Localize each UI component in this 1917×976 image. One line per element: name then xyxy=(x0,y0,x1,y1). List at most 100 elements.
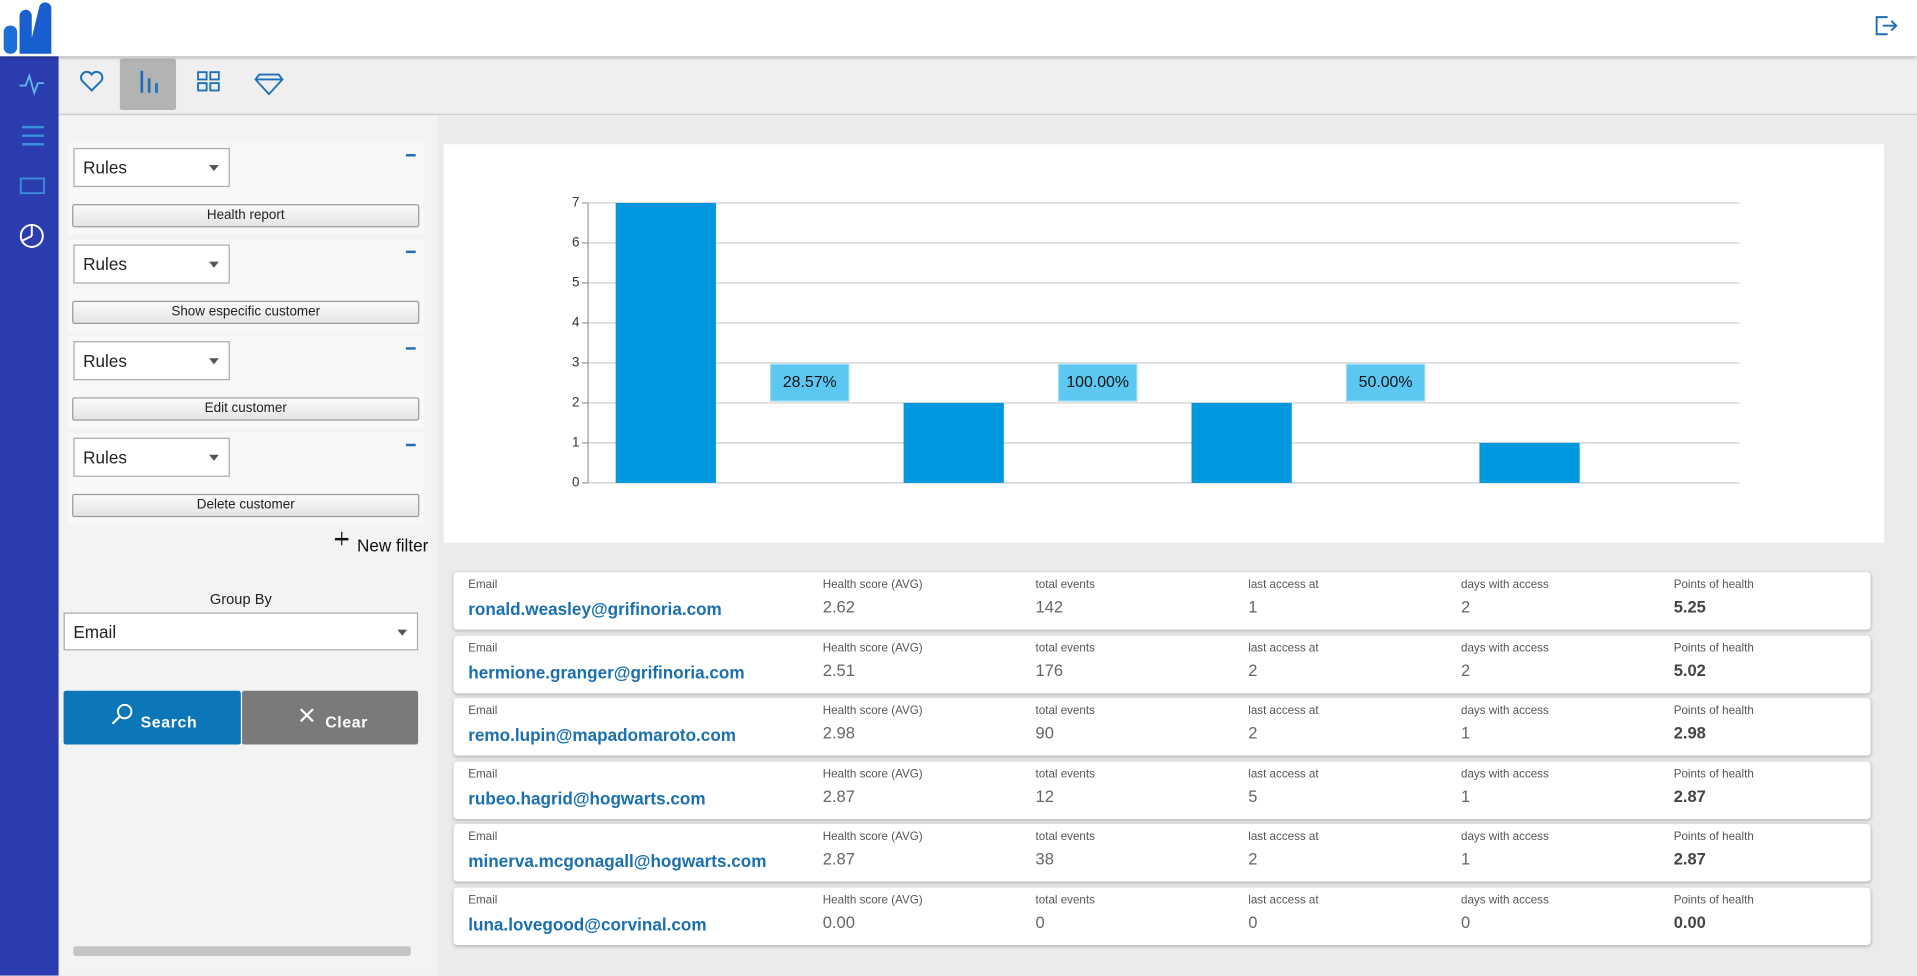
clear-icon xyxy=(299,708,314,723)
email-link[interactable]: rubeo.hagrid@hogwarts.com xyxy=(468,788,706,808)
filter-select[interactable]: Rules xyxy=(73,244,230,284)
clear-button[interactable]: Clear xyxy=(242,690,419,745)
tab-diamond[interactable] xyxy=(254,73,284,96)
column-label: Email xyxy=(468,767,498,781)
cell-value: 0.00 xyxy=(822,913,855,932)
new-filter[interactable]: New filter xyxy=(356,535,429,556)
nav-list[interactable] xyxy=(22,125,45,146)
cell-value: 2.87 xyxy=(822,787,855,806)
search-button[interactable]: Search xyxy=(63,690,241,745)
nav-icons xyxy=(19,72,45,248)
top-bar xyxy=(0,0,1917,57)
column-label: Email xyxy=(468,893,498,908)
column-label: total events xyxy=(1035,893,1095,908)
tab-health[interactable] xyxy=(80,70,104,92)
column-label: Health score (AVG) xyxy=(822,578,923,592)
clear-label: Clear xyxy=(325,712,369,732)
column-label: Points of health xyxy=(1673,641,1754,655)
cell-value: 2.87 xyxy=(1673,850,1706,869)
column-label: total events xyxy=(1035,704,1095,718)
result-row xyxy=(453,824,1871,882)
cell-value: 1 xyxy=(1460,723,1471,743)
column-label: last access at xyxy=(1248,578,1319,592)
nav-pie[interactable] xyxy=(19,223,44,248)
bar xyxy=(903,402,1004,483)
tabs xyxy=(80,58,284,111)
filter-button[interactable]: Edit customer xyxy=(72,397,420,421)
column-label: last access at xyxy=(1248,830,1319,845)
column-label: Points of health xyxy=(1673,767,1754,781)
nav-card[interactable] xyxy=(19,177,45,195)
filter-select[interactable]: Rules xyxy=(73,147,230,188)
cell-value: 0 xyxy=(1460,913,1471,932)
conversion-box xyxy=(770,363,850,402)
nav-activity[interactable] xyxy=(19,72,45,96)
remove-filter[interactable] xyxy=(405,154,416,156)
column-label: Health score (AVG) xyxy=(822,767,923,781)
search-label: Search xyxy=(140,712,198,732)
filter-button[interactable]: Show especific customer xyxy=(72,300,420,324)
group-by-select[interactable]: Email xyxy=(63,612,419,651)
cell-value: 5.25 xyxy=(1673,597,1706,617)
cell-value: 12 xyxy=(1035,787,1054,806)
bar xyxy=(615,202,716,483)
cell-value: 2.62 xyxy=(822,597,855,617)
cell-value: 2 xyxy=(1460,597,1471,617)
result-row xyxy=(453,698,1871,756)
remove-filter[interactable] xyxy=(405,347,416,350)
cell-value: 2.98 xyxy=(822,723,855,743)
cell-value: 2.51 xyxy=(822,660,855,680)
column-label: Health score (AVG) xyxy=(822,641,923,655)
column-label: days with access xyxy=(1460,893,1549,908)
filter-button[interactable]: Health report xyxy=(72,204,420,228)
conversion-label: 100.00% xyxy=(1066,374,1129,391)
cell-value: 2.87 xyxy=(1673,787,1706,806)
cell-value: 142 xyxy=(1035,597,1064,617)
remove-filter[interactable] xyxy=(405,443,416,446)
result-row xyxy=(453,635,1871,693)
remove-filter[interactable] xyxy=(405,250,416,253)
column-label: days with access xyxy=(1460,767,1549,781)
column-label: Points of health xyxy=(1673,578,1754,592)
chart: 0 1 2 3 4 5 6 7 28.57% 100.00% 50.00% xyxy=(572,194,1740,489)
column-label: last access at xyxy=(1248,767,1319,781)
cell-value: 2.98 xyxy=(1673,723,1706,743)
email-link[interactable]: ronald.weasley@grifinoria.com xyxy=(468,599,722,619)
y-tick-label: 7 xyxy=(572,194,579,209)
cell-value: 5.02 xyxy=(1673,660,1706,680)
y-tick-label: 6 xyxy=(572,234,579,249)
column-label: Email xyxy=(468,830,498,845)
filter-select[interactable]: Rules xyxy=(73,341,230,381)
cell-value: 0 xyxy=(1035,913,1045,932)
tab-bar xyxy=(58,56,1917,115)
filter-select[interactable]: Rules xyxy=(73,437,230,477)
conversion-box xyxy=(1345,363,1426,402)
email-link[interactable]: remo.lupin@mapadomaroto.com xyxy=(468,725,737,745)
column-label: Email xyxy=(468,578,498,592)
column-label: Points of health xyxy=(1673,704,1754,718)
cell-value: 2 xyxy=(1248,660,1258,680)
column-label: Email xyxy=(468,704,498,718)
filter-button[interactable]: Delete customer xyxy=(72,493,420,518)
cell-value: 38 xyxy=(1035,850,1054,869)
email-link[interactable]: hermione.granger@grifinoria.com xyxy=(468,662,745,682)
result-row xyxy=(453,761,1871,819)
search-icon xyxy=(111,703,133,725)
email-link[interactable]: minerva.mcgonagall@hogwarts.com xyxy=(468,851,767,871)
cell-value: 2.87 xyxy=(822,850,855,869)
column-label: Health score (AVG) xyxy=(822,830,923,845)
conversion-box xyxy=(1057,363,1138,402)
y-tick-label: 0 xyxy=(572,474,579,489)
logout-icon[interactable] xyxy=(1873,13,1898,37)
tab-grid[interactable] xyxy=(197,71,220,92)
column-label: Points of health xyxy=(1673,830,1754,845)
email-link[interactable]: luna.lovegood@corvinal.com xyxy=(468,914,707,935)
add-icon[interactable] xyxy=(340,531,343,546)
bar xyxy=(1191,402,1292,483)
cell-value: 5 xyxy=(1248,787,1258,806)
y-tick-label: 5 xyxy=(572,274,579,289)
cell-value: 1 xyxy=(1460,850,1471,869)
cell-value: 2 xyxy=(1248,850,1258,869)
column-label: Points of health xyxy=(1673,893,1754,908)
